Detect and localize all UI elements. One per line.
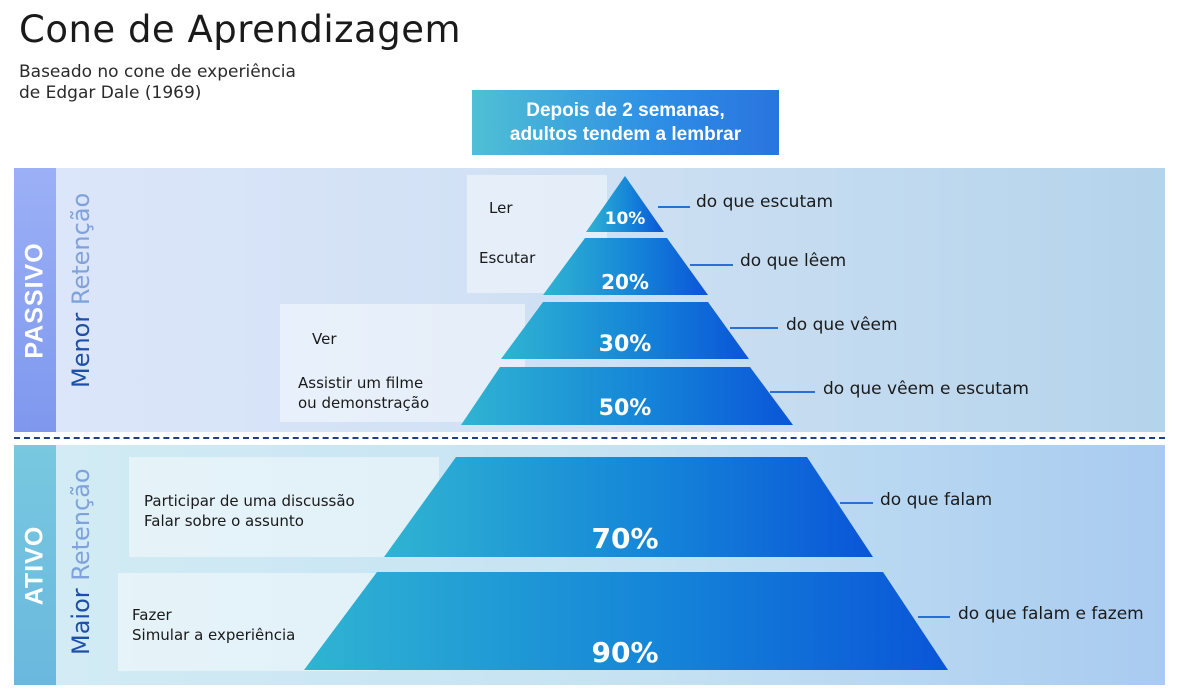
passive-sidebar: PASSIVO: [14, 168, 56, 432]
result-label-70: do que falam: [880, 490, 993, 510]
activity-90-line-1: Fazer: [132, 606, 172, 624]
percent-50: 50%: [598, 396, 652, 421]
tier-30-shape: [501, 302, 749, 359]
activity-50-line-2: ou demonstração: [298, 394, 430, 412]
activity-label-20: Escutar: [479, 248, 535, 268]
activity-70-line-1: Participar de uma discussão: [144, 492, 355, 510]
result-label-50: do que vêem e escutam: [823, 379, 1029, 399]
activity-label-50: Assistir um filme ou demonstração: [298, 373, 429, 413]
tier-50-shape: [461, 367, 793, 425]
percent-20: 20%: [601, 270, 649, 294]
activity-label-10: Ler: [489, 198, 513, 218]
activity-10-line-1: Ler: [489, 199, 513, 217]
header-line-1: Depois de 2 semanas,: [526, 99, 725, 121]
page-title: Cone de Aprendizagem: [19, 8, 462, 51]
activity-label-30: Ver: [312, 329, 337, 349]
subtitle-line-2: de Edgar Dale (1969): [19, 83, 202, 103]
activity-20-line-1: Escutar: [479, 249, 536, 267]
activity-label-90: Fazer Simular a experiência: [132, 605, 295, 645]
result-label-20: do que lêem: [740, 251, 847, 271]
active-sidebar: ATIVO: [14, 445, 56, 685]
subtitle-line-1: Baseado no cone de experiência: [19, 62, 296, 82]
percent-30: 30%: [598, 332, 652, 357]
percent-90: 90%: [591, 636, 659, 669]
subtitle: Baseado no cone de experiência de Edgar …: [19, 62, 296, 104]
tier-10-shape: [586, 176, 664, 232]
percent-10: 10%: [604, 209, 646, 229]
activity-90-line-2: Simular a experiência: [132, 626, 296, 644]
tier-70-shape: [384, 457, 873, 557]
result-label-90: do que falam e fazem: [958, 604, 1144, 624]
activity-70-line-2: Falar sobre o assunto: [144, 512, 304, 530]
tier-20-shape: [543, 238, 708, 295]
activity-label-70: Participar de uma discussão Falar sobre …: [144, 491, 355, 531]
result-label-10: do que escutam: [696, 192, 834, 212]
percent-70: 70%: [591, 522, 659, 555]
label-box-discuss: [129, 457, 439, 557]
section-divider: [14, 437, 1165, 439]
tier-90-shape: [304, 572, 948, 670]
retention-header: Depois de 2 semanas, adultos tendem a le…: [472, 90, 779, 155]
result-label-30: do que vêem: [786, 315, 898, 335]
activity-30-line-1: Ver: [312, 330, 337, 348]
activity-50-line-1: Assistir um filme: [298, 374, 424, 392]
header-line-2: adultos tendem a lembrar: [509, 123, 742, 145]
